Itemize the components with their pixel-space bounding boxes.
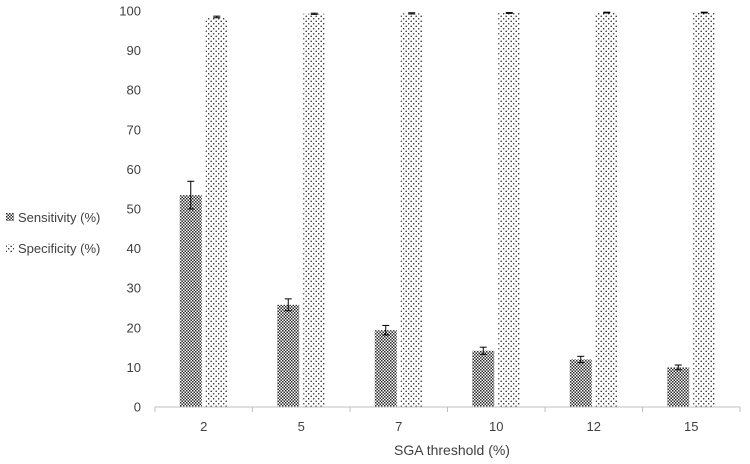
bar-specificity-15: [693, 12, 716, 408]
error-bar-specificity-5: [310, 12, 318, 15]
error-bar-specificity-7: [408, 12, 416, 15]
x-tick-label-7: 7: [395, 419, 402, 434]
bar-specificity-10: [498, 12, 521, 407]
y-tick-label-30: 30: [127, 281, 141, 296]
error-bar-sensitivity-10: [479, 346, 487, 355]
error-bar-sensitivity-5: [284, 298, 292, 312]
x-axis-ticks: 2 5 7 10 12 15: [154, 407, 741, 434]
error-bar-sensitivity-2: [187, 180, 195, 210]
bar-specificity-12: [595, 12, 618, 408]
error-bar-specificity-12: [603, 11, 611, 14]
y-tick-label-90: 90: [127, 43, 141, 58]
legend-swatch-specificity: [6, 244, 14, 252]
y-tick-label-80: 80: [127, 83, 141, 98]
y-tick-label-100: 100: [119, 4, 141, 19]
x-tick-label-12: 12: [587, 419, 601, 434]
legend-label-specificity: Specificity (%): [18, 241, 100, 256]
y-tick-label-50: 50: [127, 202, 141, 217]
x-tick-label-15: 15: [684, 419, 698, 434]
y-tick-label-70: 70: [127, 122, 141, 137]
bars: [179, 12, 716, 408]
bar-sensitivity-7: [374, 330, 397, 407]
error-bar-specificity-2: [213, 15, 221, 19]
bar-specificity-7: [400, 13, 423, 407]
x-tick-label-5: 5: [298, 419, 305, 434]
y-tick-label-10: 10: [127, 360, 141, 375]
x-tick-label-10: 10: [489, 419, 503, 434]
x-tick-label-2: 2: [200, 419, 207, 434]
bar-specificity-2: [205, 16, 228, 407]
legend-item-sensitivity: Sensitivity (%): [6, 210, 100, 225]
y-tick-label-60: 60: [127, 162, 141, 177]
error-bar-specificity-15: [700, 11, 708, 14]
bar-sensitivity-10: [472, 350, 495, 407]
error-bar-specificity-10: [505, 12, 513, 14]
y-tick-label-40: 40: [127, 241, 141, 256]
error-bar-sensitivity-12: [577, 355, 585, 364]
bar-sensitivity-12: [569, 359, 592, 407]
y-axis-ticks: 0 10 20 30 40 50 60 70 80 90 100: [119, 4, 141, 415]
legend: Sensitivity (%) Specificity (%): [6, 210, 100, 256]
y-tick-label-0: 0: [134, 400, 141, 415]
legend-label-sensitivity: Sensitivity (%): [18, 210, 100, 225]
error-bar-sensitivity-7: [382, 324, 390, 336]
error-bar-sensitivity-15: [674, 364, 682, 371]
y-tick-label-20: 20: [127, 320, 141, 335]
bar-sensitivity-15: [667, 367, 690, 407]
bar-sensitivity-5: [277, 304, 300, 407]
bar-specificity-5: [303, 13, 326, 407]
bar-sensitivity-2: [179, 195, 202, 407]
legend-swatch-sensitivity: [6, 213, 14, 221]
error-bars: [187, 11, 708, 371]
legend-item-specificity: Specificity (%): [6, 241, 100, 256]
x-axis-title: SGA threshold (%): [394, 442, 510, 458]
